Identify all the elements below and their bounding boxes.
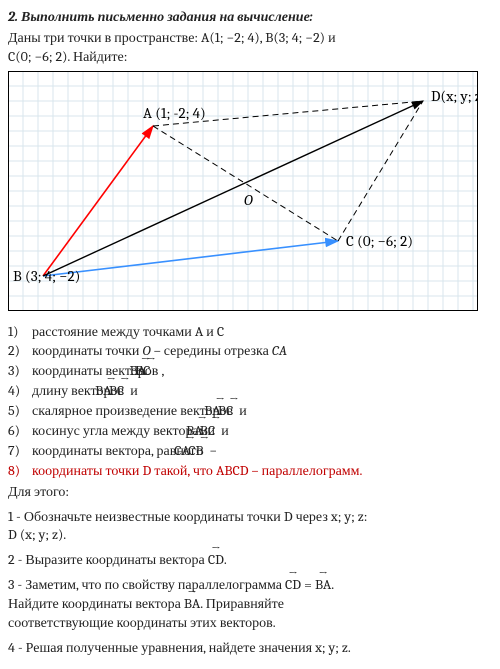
task-text: расстояние между точками A и C [32,323,224,340]
problem-title: 2. Выполнить письменно задания на вычисл… [8,8,492,27]
step-3c: соответствующие координаты этих векторов… [8,614,492,633]
svg-text:C (0; −6; 2): C (0; −6; 2) [346,232,413,250]
task-text: координаты точки O – середины отрезка CA [32,342,287,359]
task-number: 2) [8,342,32,361]
task-number: 8) [8,462,32,481]
task-number: 7) [8,442,32,461]
task-number: 4) [8,382,32,401]
step-2: 2 - Выразите координаты вектора CD. [8,551,492,570]
task-item: 3)координаты векторов BA, BC [8,362,492,381]
task-text: координаты точки D такой, что ABCD – пар… [32,462,362,479]
diagram-svg: A (1; -2; 4) B (3; 4; −2) C (0; −6; 2) D(x;… [8,71,478,311]
step-3b: Найдите координаты вектора BA. Приравняй… [8,595,492,614]
vector-diagram: A (1; -2; 4) B (3; 4; −2) C (0; −6; 2) D(x;… [8,71,492,317]
task-item: 7)координаты вектора, равного CA − CB [8,442,492,461]
task-item: 2)координаты точки O – середины отрезка … [8,342,492,361]
task-number: 1) [8,323,32,342]
given-line-1: Даны три точки в пространстве: A(1; −2; … [8,29,336,46]
task-item: 5)скалярное произведение векторов BA и B… [8,402,492,421]
given-line-2: C(0; −6; 2). Найдите: [8,48,127,65]
given-text: Даны три точки в пространстве: A(1; −2; … [8,29,492,67]
task-number: 6) [8,422,32,441]
task-number: 5) [8,402,32,421]
task-text: координаты вектора, равного CA − CB [32,442,220,459]
task-item: 4)длину векторов BA и BC [8,382,492,401]
task-list: 1)расстояние между точками A и C2)коорди… [8,323,492,481]
svg-text:A (1; -2; 4): A (1; -2; 4) [143,104,206,122]
svg-text:D(x; y; z): D(x; y; z) [431,87,478,105]
task-item: 6)косинус угла между векторами BA и BC [8,422,492,441]
task-item: 8)координаты точки D такой, что ABCD – п… [8,462,492,481]
task-number: 3) [8,362,32,381]
step-4: 4 - Решая полученные уравнения, найдете … [8,639,492,658]
step-3: 3 - Заметим, что по свойству параллелогр… [8,576,492,595]
task-item: 1)расстояние между точками A и C [8,323,492,342]
step-1: 1 - Обозначьте неизвестные координаты то… [8,508,492,546]
for-this-label: Для этого: [8,483,492,502]
task-text: длину векторов BA и BC [32,382,141,399]
svg-text:O: O [244,191,253,209]
svg-text:B (3; 4; −2): B (3; 4; −2) [13,267,80,285]
task-text: координаты векторов BA, BC [32,362,167,379]
